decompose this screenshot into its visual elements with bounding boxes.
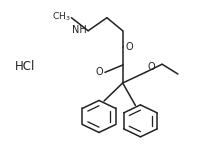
Text: NH: NH	[72, 25, 87, 35]
Text: HCl: HCl	[15, 60, 35, 73]
Text: CH$_3$: CH$_3$	[52, 11, 70, 23]
Text: O: O	[125, 42, 133, 52]
Text: O: O	[147, 62, 155, 72]
Text: O: O	[95, 67, 103, 77]
